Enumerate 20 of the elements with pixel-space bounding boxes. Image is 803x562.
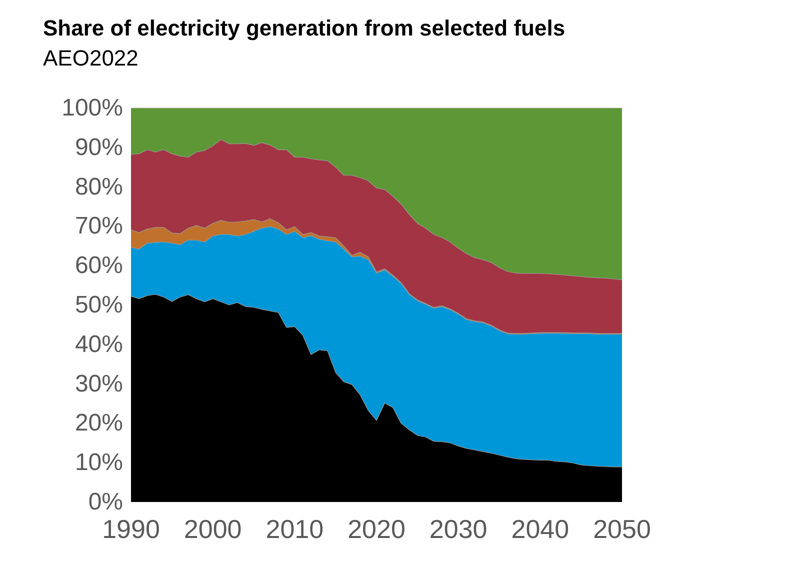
x-tick-label: 1990	[102, 514, 160, 544]
chart-subtitle: AEO2022	[43, 46, 138, 70]
y-tick-label: 100%	[62, 94, 123, 122]
y-tick-label: 0%	[88, 488, 123, 516]
x-tick-label: 2000	[184, 514, 242, 544]
y-tick-label: 30%	[74, 370, 123, 398]
y-tick-label: 50%	[74, 292, 123, 318]
x-tick-label: 2050	[593, 514, 651, 544]
y-tick-label: 20%	[74, 410, 123, 437]
y-tick-label: 90%	[74, 134, 123, 161]
x-tick-label: 2040	[511, 514, 570, 544]
x-tick-label: 2030	[429, 514, 488, 544]
y-tick-label: 70%	[74, 212, 123, 240]
y-tick-label: 10%	[74, 449, 123, 476]
y-tick-label: 80%	[74, 173, 123, 200]
y-tick-label: 60%	[74, 252, 123, 280]
x-tick-label: 2010	[266, 514, 324, 544]
x-tick-label: 2020	[348, 514, 406, 544]
y-tick-label: 40%	[74, 330, 123, 358]
chart-title: Share of electricity generation from selected fuels	[43, 16, 566, 40]
